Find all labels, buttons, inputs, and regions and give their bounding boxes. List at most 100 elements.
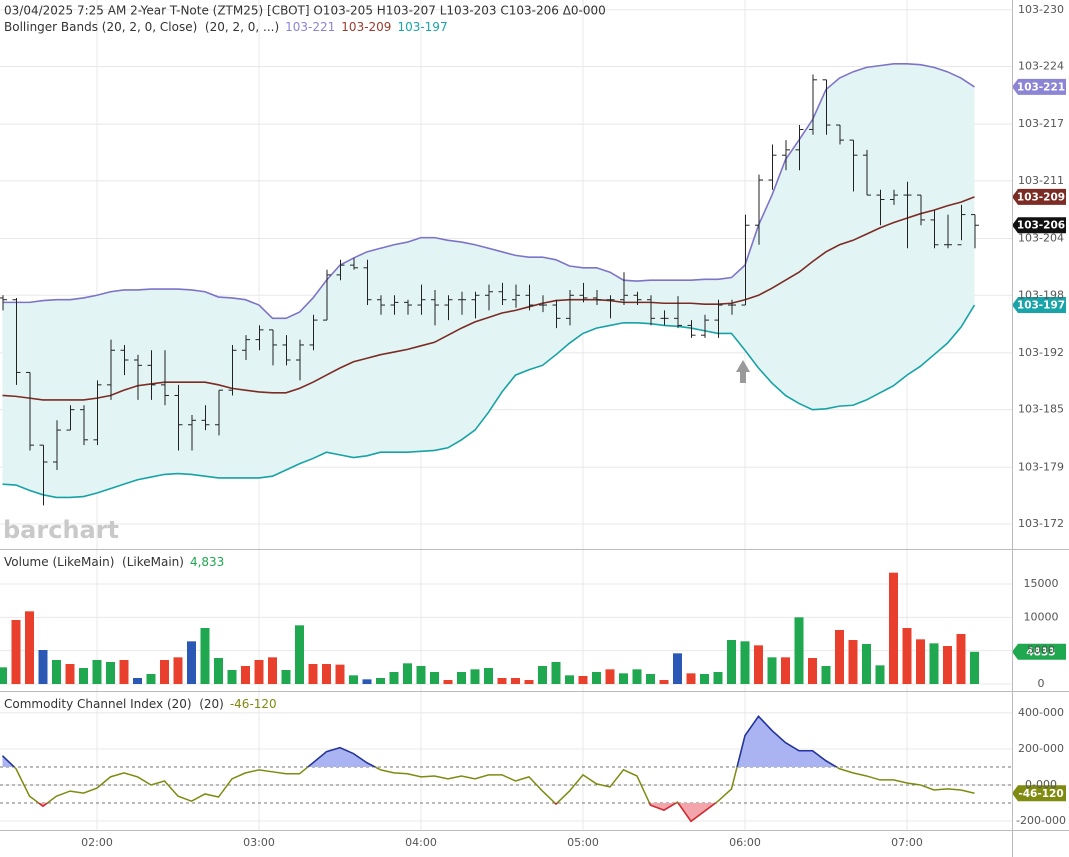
volume-bar [767, 657, 777, 684]
volume-bar [376, 678, 385, 684]
volume-bar [160, 660, 169, 684]
y-tick-label: 5000 [1027, 644, 1055, 657]
volume-bar [835, 630, 844, 684]
volume-bar [808, 658, 817, 684]
volume-bar [875, 665, 885, 684]
x-tick-label: 06:00 [729, 836, 761, 849]
price-tag [1012, 785, 1066, 802]
y-tick-label: 400-000 [1018, 706, 1064, 719]
price-tag [1012, 188, 1066, 205]
cci-legend: Commodity Channel Index (20) (20) -46-120 [4, 697, 277, 711]
cci-title: Commodity Channel Index (20) (20) [4, 697, 224, 711]
volume-legend: Volume (LikeMain) (LikeMain) 4,833 [4, 555, 224, 569]
volume-bar [214, 658, 223, 684]
volume-bar [322, 664, 331, 684]
volume-bar [713, 672, 723, 684]
price-tag [1012, 78, 1066, 95]
x-tick-label: 07:00 [891, 836, 923, 849]
volume-bar [457, 672, 466, 684]
volume-bar [106, 662, 115, 684]
volume-bar [686, 673, 696, 684]
price-tag-label: 103-206 [1017, 220, 1065, 232]
indicator-legend: Bollinger Bands (20, 2, 0, Close) (20, 2… [4, 20, 448, 34]
price-panel: 103-221 103-209 103-206 103-197 [0, 63, 1066, 506]
x-tick-label: 02:00 [81, 836, 113, 849]
volume-bar [443, 680, 453, 684]
cci-line-over [1, 715, 838, 767]
volume-bar [862, 644, 871, 684]
price-tag-label: -46-120 [1018, 788, 1063, 800]
volume-bar [92, 660, 102, 684]
volume-bar [470, 669, 480, 684]
price-tag-label: 103-197 [1017, 300, 1065, 312]
volume-bar [389, 672, 399, 684]
volume-panel: 4833 [0, 572, 1066, 684]
volume-bar [25, 611, 34, 684]
volume-bar [821, 666, 831, 684]
y-tick-label: -200-000 [1016, 814, 1066, 827]
volume-bar [52, 660, 61, 684]
volume-bar [943, 646, 952, 684]
volume-bar [241, 666, 250, 684]
volume-bar [889, 572, 898, 684]
x-tick-label: 04:00 [405, 836, 437, 849]
volume-bar [646, 674, 655, 684]
volume-bar [524, 680, 534, 684]
y-tick-label: 103-211 [1018, 174, 1064, 187]
price-tag [1012, 643, 1066, 660]
volume-bar [538, 666, 547, 684]
volume-bar [754, 645, 763, 684]
volume-bar [727, 640, 736, 684]
volume-bar [511, 678, 520, 684]
volume-bar [659, 680, 669, 684]
volume-bar [200, 628, 210, 684]
volume-bar [187, 641, 196, 684]
volume-bar [956, 634, 966, 684]
volume-bar [65, 664, 75, 684]
volume-bar [794, 617, 804, 684]
volume-bar [902, 628, 912, 684]
volume-bar [362, 679, 372, 684]
volume-bar [335, 664, 345, 684]
volume-bar [632, 669, 642, 684]
volume-bar [619, 673, 628, 684]
volume-bar [970, 651, 979, 684]
y-tick-label: 103-185 [1018, 403, 1064, 416]
volume-bar [781, 657, 790, 684]
volume-bar [133, 678, 142, 684]
volume-bar [916, 639, 925, 684]
price-tag [1012, 297, 1066, 314]
volume-bar [673, 653, 682, 684]
chart-title: 03/04/2025 7:25 AM 2-Year T-Note (ZTM25)… [4, 4, 606, 18]
y-tick-label: 103-198 [1018, 288, 1064, 301]
volume-bar [119, 660, 129, 684]
x-tick-label: 03:00 [243, 836, 275, 849]
volume-bar [565, 675, 574, 684]
volume-bar [295, 625, 304, 684]
volume-bar [268, 657, 277, 684]
cci-over-fill [2, 716, 837, 767]
price-tag-label: 103-209 [1017, 191, 1065, 203]
y-tick-label: 103-204 [1018, 232, 1064, 245]
cci-panel: -46-120 [0, 715, 1066, 823]
volume-bar [403, 663, 412, 684]
volume-bar [848, 640, 858, 684]
volume-bar [38, 650, 48, 684]
volume-bar [11, 620, 21, 684]
volume-bar [430, 672, 439, 684]
y-tick-label: 103-172 [1018, 517, 1064, 530]
volume-bar [281, 670, 291, 684]
volume-bar [349, 675, 358, 684]
y-tick-label: 103-179 [1018, 460, 1064, 473]
volume-bar [592, 672, 601, 684]
volume-bar [497, 678, 507, 684]
y-tick-label: 200-000 [1018, 742, 1064, 755]
cci-value: -46-120 [230, 697, 277, 711]
indicator-value: 103-209 [341, 20, 391, 34]
volume-bar [700, 674, 709, 684]
indicator-value: 103-197 [397, 20, 447, 34]
y-tick-label: 103-230 [1018, 3, 1064, 16]
indicator-name: Bollinger Bands (20, 2, 0, Close) (20, 2… [4, 20, 279, 34]
